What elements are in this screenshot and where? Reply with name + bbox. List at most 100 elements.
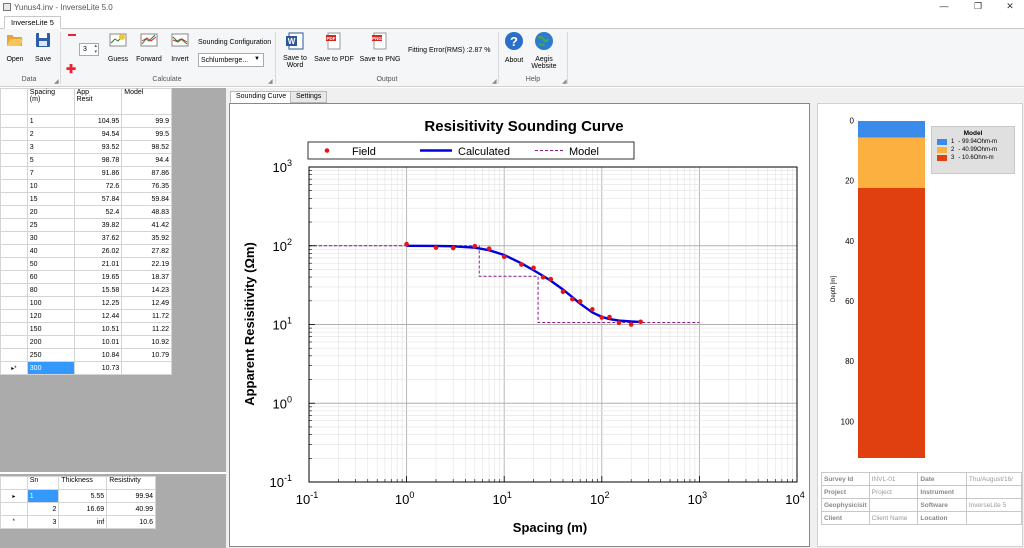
maximize-button[interactable]: ❐ — [973, 1, 983, 11]
close-button[interactable]: ✕ — [1006, 1, 1014, 11]
table-row[interactable]: 60 19.65 18.37 — [0, 270, 172, 284]
forward-button[interactable]: Forward — [134, 32, 164, 63]
cell-model[interactable]: 98.52 — [121, 140, 172, 154]
cell-sn[interactable]: 3 — [26, 515, 60, 529]
cell-app-resit[interactable]: 52.4 — [73, 205, 123, 219]
layer-count-stepper[interactable]: 3 ▴ ▾ — [79, 43, 99, 56]
cell-spacing[interactable]: 120 — [26, 309, 75, 323]
tab-settings[interactable]: Settings — [290, 91, 328, 103]
table-row[interactable]: 250 10.84 10.79 — [0, 348, 172, 362]
row-header[interactable] — [0, 114, 28, 128]
row-header[interactable] — [0, 231, 28, 245]
data-grid[interactable]: Spacing (m) App Resit Model 1 104.95 99.9 2 94… — [0, 88, 172, 375]
cell-resistivity[interactable]: 10.6 — [106, 515, 156, 529]
row-header[interactable] — [0, 309, 28, 323]
save-button[interactable]: Save — [31, 32, 55, 63]
cell-app-resit[interactable]: 94.54 — [73, 127, 123, 141]
cell-app-resit[interactable]: 91.86 — [73, 166, 123, 180]
layer-grid[interactable]: Sn Thickness Resistivity ▸ 1 5.55 99.94 2 16.… — [0, 476, 156, 529]
col-header-resistivity[interactable]: Resistivity — [106, 476, 156, 490]
table-row[interactable]: 30 37.62 35.92 — [0, 231, 172, 245]
about-button[interactable]: ? About — [502, 31, 526, 64]
row-header[interactable] — [0, 244, 28, 258]
cell-app-resit[interactable]: 98.78 — [73, 153, 123, 167]
cell-model[interactable] — [121, 361, 172, 375]
table-row[interactable]: 40 26.02 27.82 — [0, 244, 172, 258]
cell-resistivity[interactable]: 40.99 — [106, 502, 156, 516]
cell-spacing[interactable]: 15 — [26, 192, 75, 206]
cell-spacing[interactable]: 60 — [26, 270, 75, 284]
cell-model[interactable]: 41.42 — [121, 218, 172, 232]
cell-thickness[interactable]: inf — [58, 515, 108, 529]
cell-spacing[interactable]: 30 — [26, 231, 75, 245]
table-row[interactable]: 100 12.25 12.49 — [0, 296, 172, 310]
cell-spacing[interactable]: 3 — [26, 140, 75, 154]
cell-spacing[interactable]: 50 — [26, 257, 75, 271]
invert-button[interactable]: Invert — [166, 32, 194, 63]
cell-model[interactable]: 99.9 — [121, 114, 172, 128]
tab-sounding-curve[interactable]: Sounding Curve — [230, 91, 293, 103]
row-header[interactable] — [0, 296, 28, 310]
cell-spacing[interactable]: 25 — [26, 218, 75, 232]
table-row[interactable]: 120 12.44 11.72 — [0, 309, 172, 323]
minimize-button[interactable]: — — [939, 1, 949, 11]
cell-spacing[interactable]: 250 — [26, 348, 75, 362]
table-row[interactable]: ▸ 1 5.55 99.94 — [0, 489, 156, 503]
table-row[interactable]: 200 10.01 10.92 — [0, 335, 172, 349]
row-header[interactable] — [0, 322, 28, 336]
save-to-png-button[interactable]: PNG Save to PNG — [358, 32, 402, 63]
stepper-up-icon[interactable]: ▴ — [94, 43, 97, 49]
row-header[interactable] — [0, 153, 28, 167]
row-header[interactable] — [0, 179, 28, 193]
table-row[interactable]: 2 94.54 99.5 — [0, 127, 172, 141]
row-header[interactable]: ▸ — [0, 489, 28, 503]
sounding-curve-chart[interactable]: 10-1 100 101 102 103 104 10-1 100 101 102 103 Resi… — [230, 104, 809, 546]
cell-app-resit[interactable]: 39.82 — [73, 218, 123, 232]
aegis-website-button[interactable]: Aegis Website — [528, 31, 560, 70]
row-header[interactable] — [0, 348, 28, 362]
table-row[interactable]: 20 52.4 48.83 — [0, 205, 172, 219]
row-header[interactable]: * — [0, 515, 28, 529]
save-to-word-button[interactable]: W Save to Word — [279, 32, 311, 69]
cell-app-resit[interactable]: 10.84 — [73, 348, 123, 362]
cell-resistivity[interactable]: 99.94 — [106, 489, 156, 503]
cell-app-resit[interactable]: 15.58 — [73, 283, 123, 297]
cell-app-resit[interactable]: 10.73 — [73, 361, 123, 375]
row-header[interactable] — [0, 140, 28, 154]
table-row[interactable]: 15 57.84 59.84 — [0, 192, 172, 206]
col-header-app-resit[interactable]: App Resit — [73, 88, 123, 115]
cell-sn[interactable]: 2 — [26, 502, 60, 516]
table-row[interactable]: ▸* 300 10.73 — [0, 361, 172, 375]
cell-model[interactable]: 22.19 — [121, 257, 172, 271]
col-header-sn[interactable]: Sn — [26, 476, 60, 490]
cell-thickness[interactable]: 16.69 — [58, 502, 108, 516]
table-row[interactable]: 50 21.01 22.19 — [0, 257, 172, 271]
cell-spacing[interactable]: 1 — [26, 114, 75, 128]
stepper-down-icon[interactable]: ▾ — [94, 49, 97, 55]
table-row[interactable]: 10 72.6 76.35 — [0, 179, 172, 193]
table-row[interactable]: * 3 inf 10.6 — [0, 515, 156, 529]
row-header[interactable]: ▸* — [0, 361, 28, 375]
cell-model[interactable]: 35.92 — [121, 231, 172, 245]
cell-spacing[interactable]: 300 — [26, 361, 75, 375]
row-header[interactable] — [0, 502, 28, 516]
cell-spacing[interactable]: 10 — [26, 179, 75, 193]
cell-app-resit[interactable]: 21.01 — [73, 257, 123, 271]
cell-model[interactable]: 76.35 — [121, 179, 172, 193]
cell-model[interactable]: 48.83 — [121, 205, 172, 219]
row-header[interactable] — [0, 218, 28, 232]
cell-spacing[interactable]: 20 — [26, 205, 75, 219]
cell-model[interactable]: 94.4 — [121, 153, 172, 167]
cell-model[interactable]: 18.37 — [121, 270, 172, 284]
cell-thickness[interactable]: 5.55 — [58, 489, 108, 503]
cell-model[interactable]: 12.49 — [121, 296, 172, 310]
cell-model[interactable]: 14.23 — [121, 283, 172, 297]
cell-sn[interactable]: 1 — [26, 489, 60, 503]
cell-model[interactable]: 11.72 — [121, 309, 172, 323]
cell-model[interactable]: 87.86 — [121, 166, 172, 180]
cell-model[interactable]: 10.79 — [121, 348, 172, 362]
cell-app-resit[interactable]: 37.62 — [73, 231, 123, 245]
cell-app-resit[interactable]: 12.44 — [73, 309, 123, 323]
row-header[interactable] — [0, 192, 28, 206]
add-layer-icon[interactable]: ✚ — [66, 62, 77, 76]
